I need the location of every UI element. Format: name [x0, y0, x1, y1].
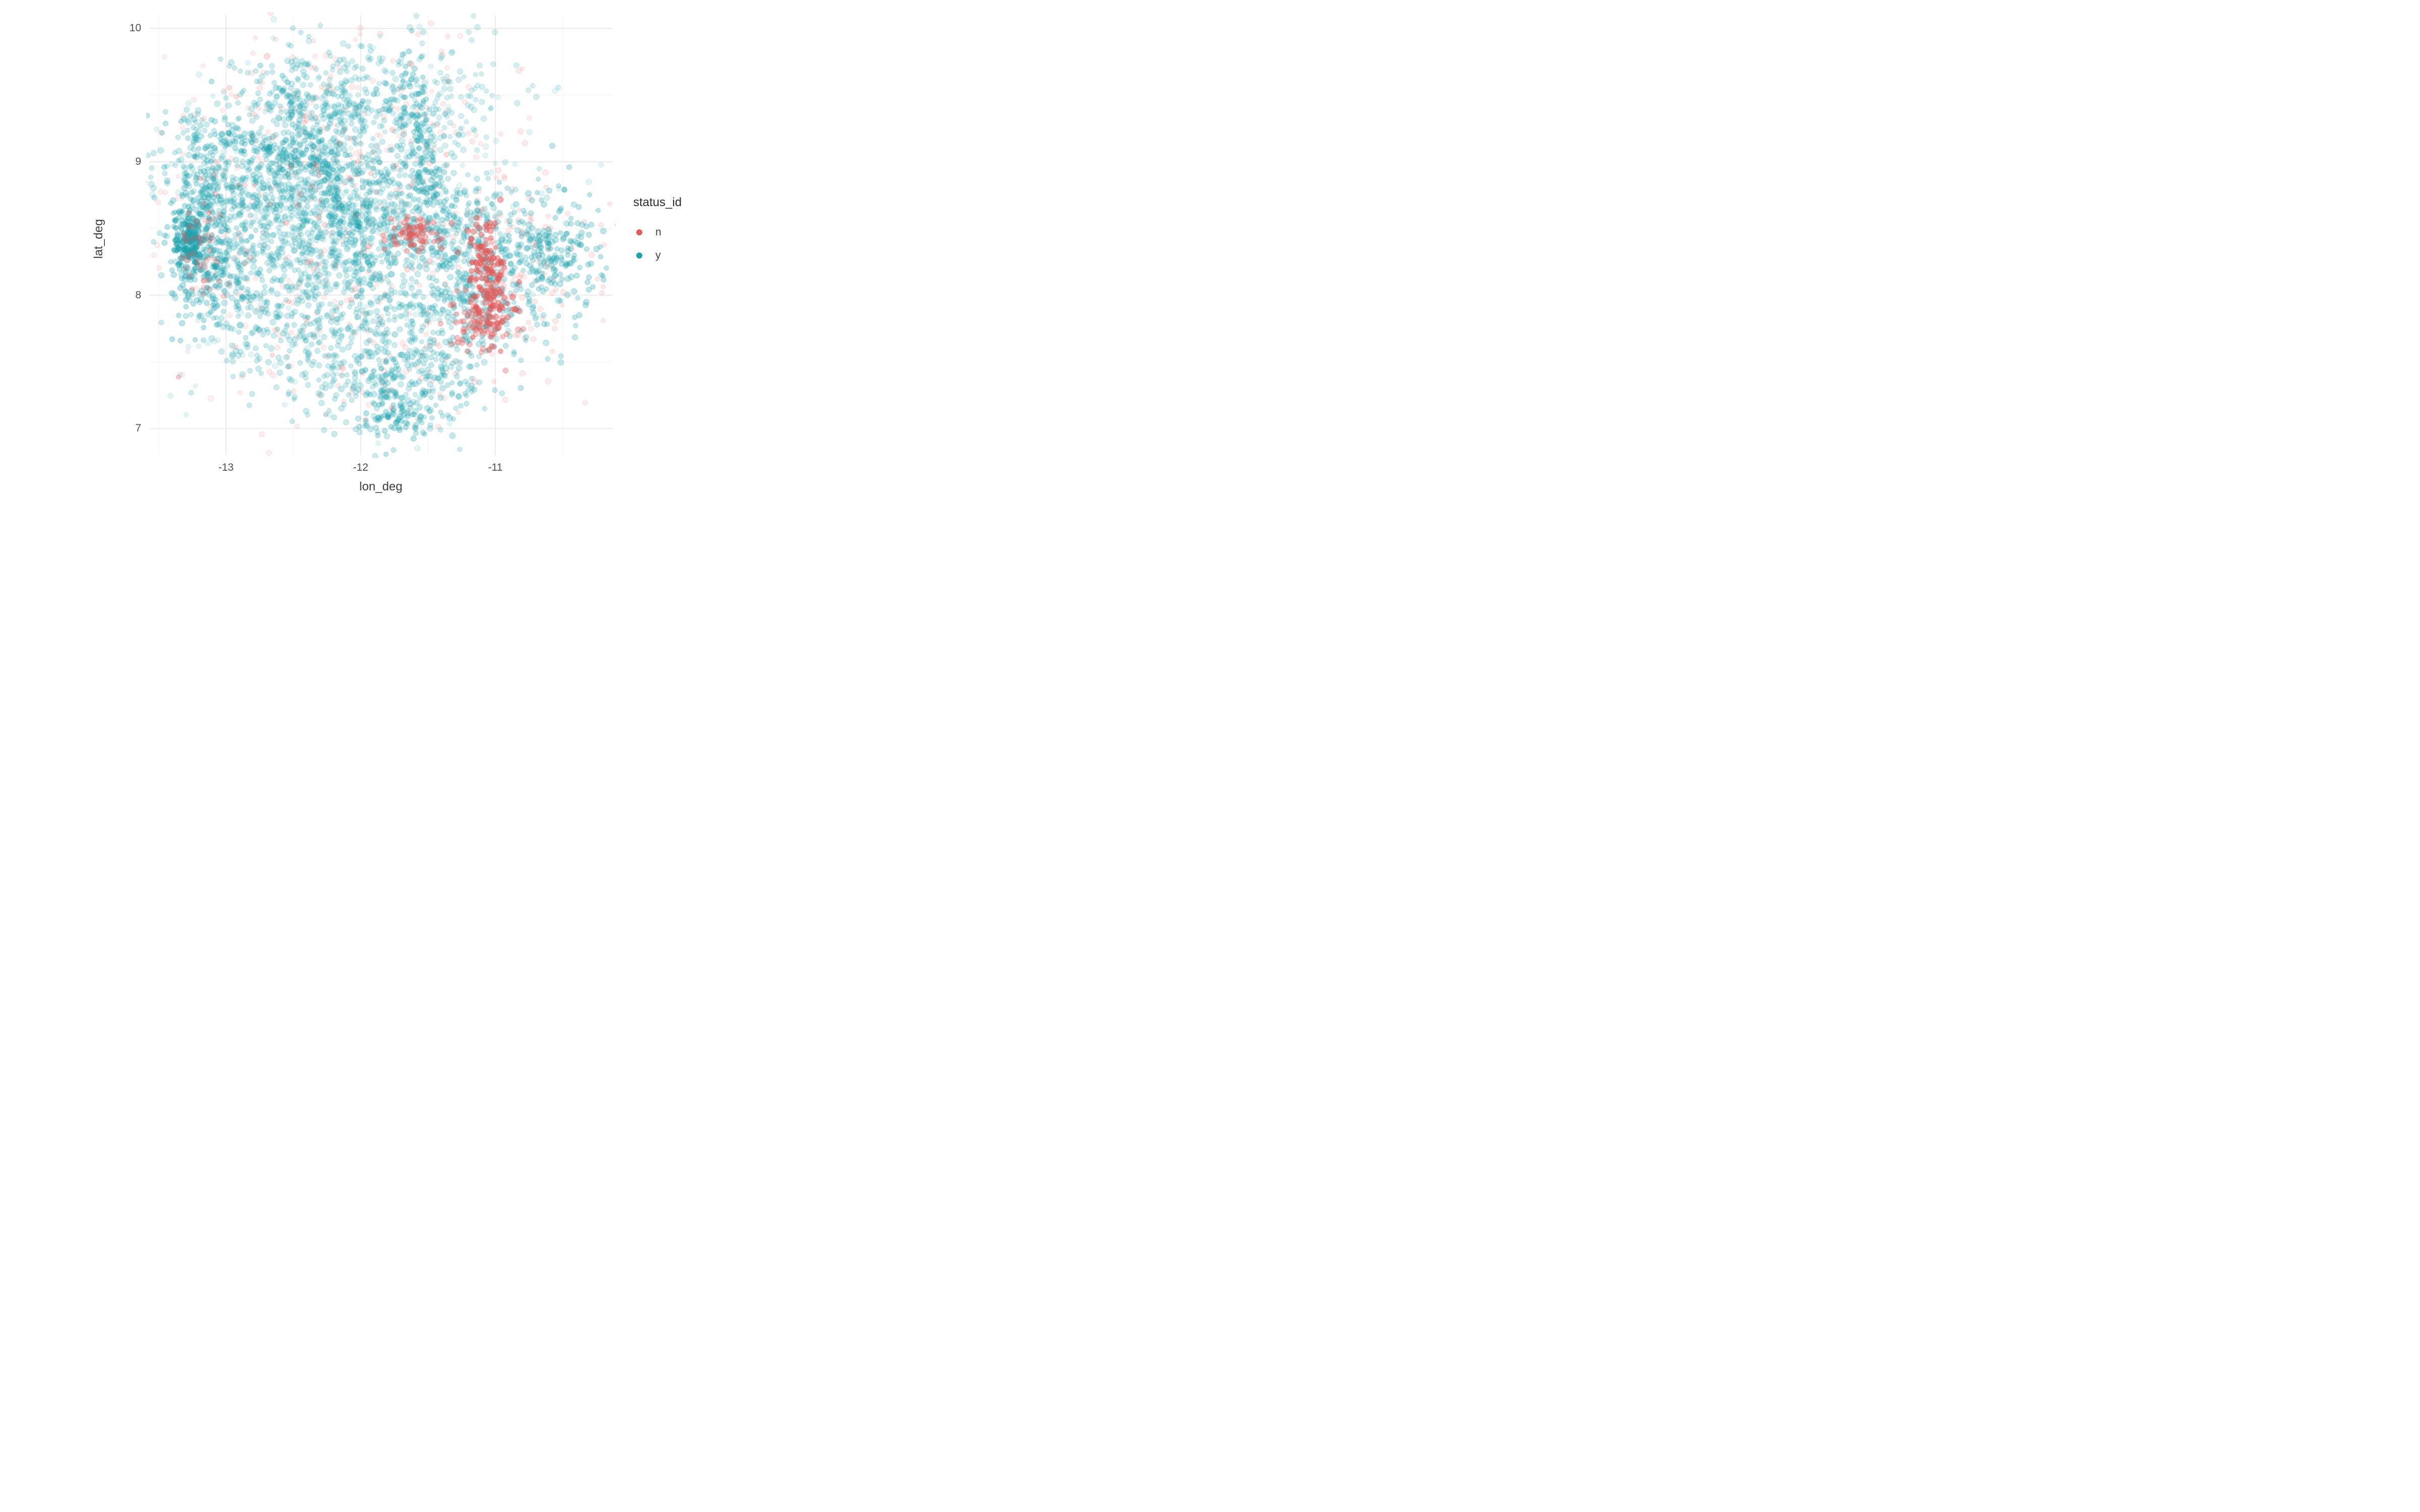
x-tick-label: -12 — [353, 462, 369, 473]
legend-title: status_id — [633, 196, 682, 209]
legend-label: n — [655, 226, 661, 238]
legend-swatch-n — [636, 229, 642, 235]
x-tick-label: -11 — [488, 462, 503, 473]
scatter-plot-figure: lon_deg lat_deg -13 -12 -11 7 8 9 10 status_id… — [0, 0, 807, 504]
y-tick-label: 8 — [135, 289, 141, 301]
legend-label: y — [655, 249, 661, 261]
y-tick-label: 7 — [135, 422, 141, 434]
plot-canvas — [0, 0, 807, 504]
x-tick-label: -13 — [218, 462, 234, 473]
y-axis-title: lat_deg — [92, 219, 105, 259]
legend-item-n: n — [633, 221, 682, 244]
y-tick-label: 9 — [135, 156, 141, 167]
legend-swatch-y — [636, 253, 642, 259]
y-tick-label: 10 — [129, 22, 141, 34]
legend-item-y: y — [633, 244, 682, 267]
x-axis-title: lon_deg — [359, 480, 403, 493]
